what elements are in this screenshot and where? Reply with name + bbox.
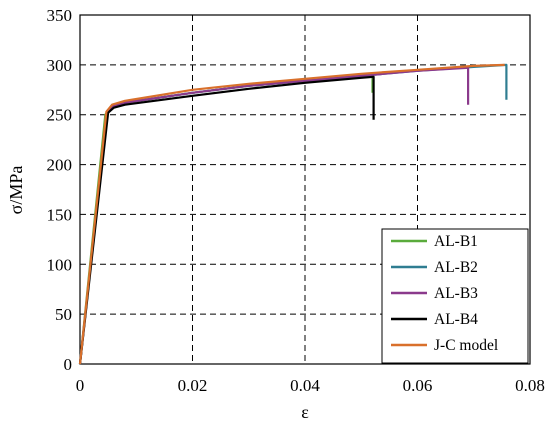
- series-line-al-b4: [78, 75, 375, 365]
- x-tick-label: 0.02: [178, 376, 208, 395]
- y-tick-label: 250: [47, 106, 73, 125]
- x-tick-label: 0.06: [403, 376, 433, 395]
- legend: AL-B1 AL-B2 AL-B3 AL-B4 J-C model: [381, 228, 529, 364]
- series-line-j-c-model: [78, 63, 505, 365]
- legend-box: [381, 228, 529, 364]
- x-tick-label: 0.04: [290, 376, 320, 395]
- y-tick-label: 350: [47, 6, 73, 25]
- y-tick-label: 0: [64, 355, 73, 374]
- data-series: [78, 63, 508, 365]
- y-tick-label: 200: [47, 156, 73, 175]
- x-tick-label: 0.08: [515, 376, 545, 395]
- legend-label-al-b2: AL-B2: [434, 259, 478, 276]
- y-axis-title: σ/MPa: [6, 166, 26, 215]
- legend-label-al-b1: AL-B1: [434, 233, 478, 250]
- legend-label-al-b4: AL-B4: [434, 311, 478, 328]
- x-axis-ticks: 0 0.02 0.04 0.06 0.08: [76, 376, 545, 395]
- legend-label-al-b3: AL-B3: [434, 285, 478, 302]
- x-axis-title: ε: [301, 402, 309, 422]
- legend-label-j-c-model: J-C model: [434, 337, 498, 354]
- y-tick-label: 50: [55, 305, 72, 324]
- y-tick-label: 100: [47, 255, 73, 274]
- y-tick-label: 300: [47, 56, 73, 75]
- series-line-al-b3: [78, 66, 470, 365]
- y-axis-ticks: 0 50 100 150 200 250 300 350: [47, 6, 73, 374]
- y-tick-label: 150: [47, 205, 73, 224]
- x-tick-label: 0: [76, 376, 85, 395]
